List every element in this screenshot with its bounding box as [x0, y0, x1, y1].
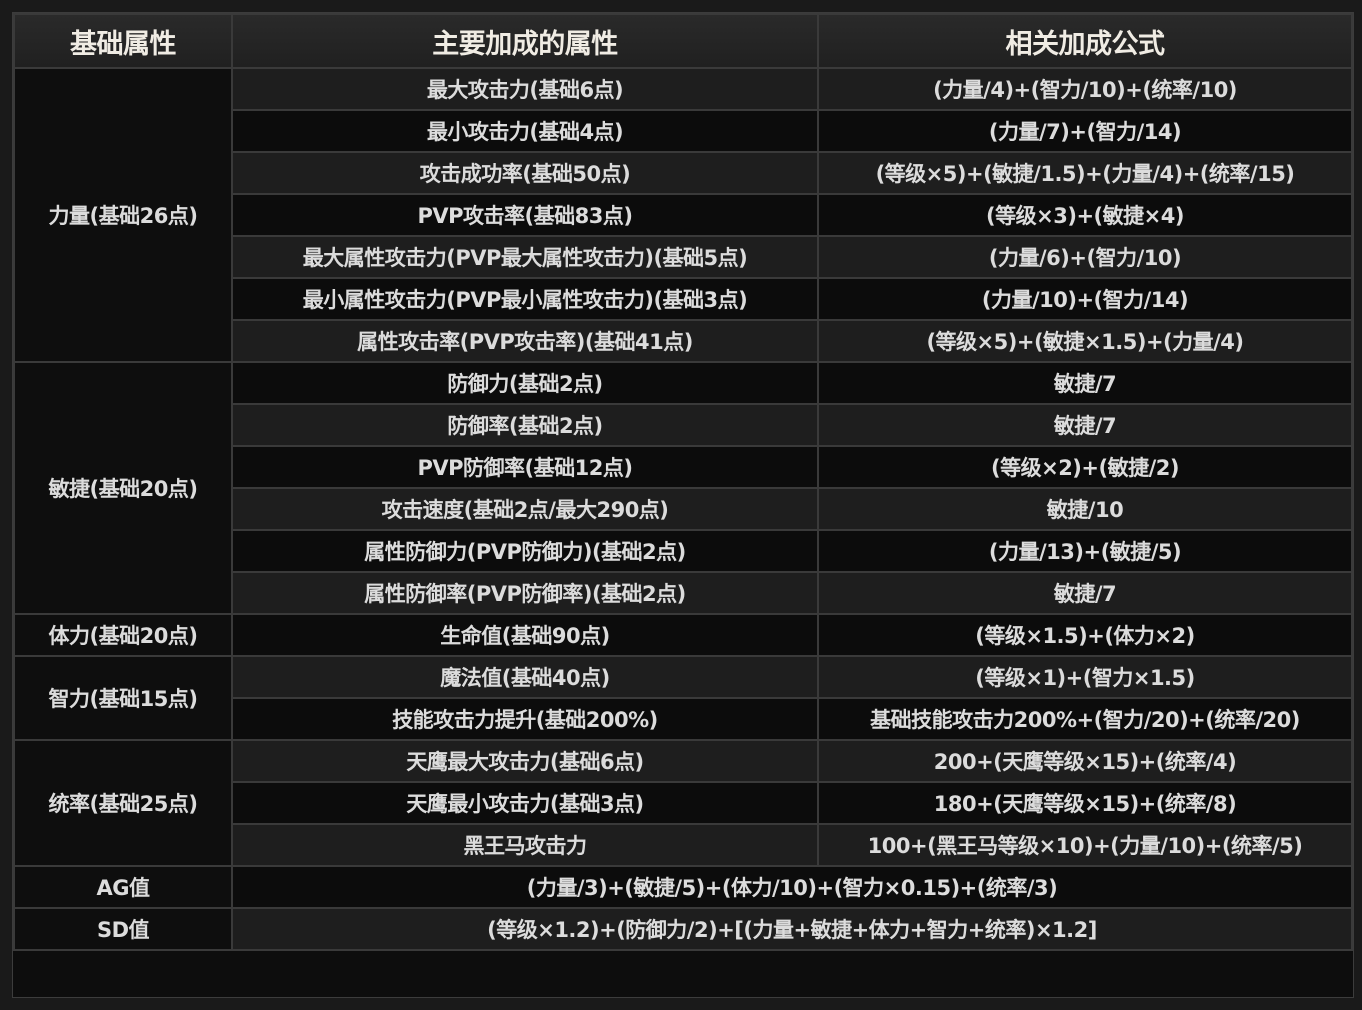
formula-cell: 180+(天鹰等级×15)+(统率/8): [817, 781, 1353, 825]
bonus-attribute-cell: 属性防御率(PVP防御率)(基础2点): [231, 571, 819, 615]
table-row: 智力(基础15点) 魔法值(基础40点) (等级×1)+(智力×1.5): [13, 655, 1353, 741]
bonus-attribute-cell: 技能攻击力提升(基础200%): [231, 697, 819, 741]
header-formula: 相关加成公式: [817, 13, 1353, 69]
table-row: 敏捷(基础20点) 防御力(基础2点) 敏捷/7: [13, 361, 1353, 615]
table-body: 力量(基础26点) 最大攻击力(基础6点) (力量/4)+(智力/10)+(统率/1…: [13, 67, 1353, 951]
bonus-attribute-cell: 攻击成功率(基础50点): [231, 151, 819, 195]
formula-cell: 敏捷/7: [817, 361, 1353, 405]
table-header-row: 基础属性 主要加成的属性 相关加成公式: [13, 13, 1353, 69]
formula-cell: (力量/10)+(智力/14): [817, 277, 1353, 321]
formula-cell: (等级×2)+(敏捷/2): [817, 445, 1353, 489]
bonus-attribute-cell: PVP防御率(基础12点): [231, 445, 819, 489]
table-row: 属性防御率(PVP防御率)(基础2点) 敏捷/7: [14, 571, 1353, 615]
table-row: AG值 (力量/3)+(敏捷/5)+(体力/10)+(智力×0.15)+(统率/3…: [13, 865, 1353, 909]
formula-cell: (等级×1.5)+(体力×2): [817, 613, 1353, 657]
bonus-attribute-cell: 防御力(基础2点): [231, 361, 819, 405]
header-bonus-attribute: 主要加成的属性: [231, 13, 819, 69]
table-row: SD值 (等级×1.2)+(防御力/2)+[(力量+敏捷+体力+智力+统率)×1.…: [13, 907, 1353, 951]
table-row: 最小攻击力(基础4点) (力量/7)+(智力/14): [14, 109, 1353, 153]
bonus-attribute-cell: 最大属性攻击力(PVP最大属性攻击力)(基础5点): [231, 235, 819, 279]
formula-cell: (力量/7)+(智力/14): [817, 109, 1353, 153]
header-base-attribute: 基础属性: [13, 13, 233, 69]
bonus-attribute-cell: 属性攻击率(PVP攻击率)(基础41点): [231, 319, 819, 363]
table-row: 体力(基础20点) 生命值(基础90点) (等级×1.5)+(体力×2): [13, 613, 1353, 657]
bonus-attribute-cell: 攻击速度(基础2点/最大290点): [231, 487, 819, 531]
table-row: 攻击成功率(基础50点) (等级×5)+(敏捷/1.5)+(力量/4)+(统率/1…: [14, 151, 1353, 195]
formula-cell: 敏捷/7: [817, 571, 1353, 615]
base-attribute-cell: SD值: [13, 907, 233, 951]
bonus-attribute-cell: 魔法值(基础40点): [231, 655, 819, 699]
table-row: 统率(基础25点) 天鹰最大攻击力(基础6点) 200+(天鹰等级×15)+(统率/…: [13, 739, 1353, 867]
formula-cell: (等级×5)+(敏捷/1.5)+(力量/4)+(统率/15): [817, 151, 1353, 195]
formula-cell: 200+(天鹰等级×15)+(统率/4): [817, 739, 1353, 783]
formula-cell: (等级×1)+(智力×1.5): [817, 655, 1353, 699]
formula-cell: (等级×3)+(敏捷×4): [817, 193, 1353, 237]
base-attribute-cell: 体力(基础20点): [13, 613, 233, 657]
formula-cell: 敏捷/7: [817, 403, 1353, 447]
base-attribute-cell: 智力(基础15点): [13, 655, 233, 741]
bonus-attribute-cell: 属性防御力(PVP防御力)(基础2点): [231, 529, 819, 573]
table-row: 最小属性攻击力(PVP最小属性攻击力)(基础3点) (力量/10)+(智力/14): [14, 277, 1353, 321]
bonus-attribute-cell: 最小属性攻击力(PVP最小属性攻击力)(基础3点): [231, 277, 819, 321]
bonus-attribute-cell: 黑王马攻击力: [231, 823, 819, 867]
table-row: 防御率(基础2点) 敏捷/7: [14, 403, 1353, 447]
stats-table-frame: 基础属性 主要加成的属性 相关加成公式 力量(基础26点) 最大攻击力(基础6点)…: [12, 12, 1354, 998]
table-row: 最大属性攻击力(PVP最大属性攻击力)(基础5点) (力量/6)+(智力/10): [14, 235, 1353, 279]
bonus-attribute-cell: 天鹰最小攻击力(基础3点): [231, 781, 819, 825]
formula-cell: (等级×5)+(敏捷×1.5)+(力量/4): [817, 319, 1353, 363]
table-row: 属性攻击率(PVP攻击率)(基础41点) (等级×5)+(敏捷×1.5)+(力量/…: [14, 319, 1353, 363]
bonus-attribute-cell: 最大攻击力(基础6点): [231, 67, 819, 111]
table-row: PVP攻击率(基础83点) (等级×3)+(敏捷×4): [14, 193, 1353, 237]
formula-cell: (力量/6)+(智力/10): [817, 235, 1353, 279]
base-attribute-cell: AG值: [13, 865, 233, 909]
base-attribute-cell: 敏捷(基础20点): [13, 361, 233, 615]
bonus-attribute-cell: PVP攻击率(基础83点): [231, 193, 819, 237]
table-row: 属性防御力(PVP防御力)(基础2点) (力量/13)+(敏捷/5): [14, 529, 1353, 573]
formula-cell: 敏捷/10: [817, 487, 1353, 531]
base-attribute-cell: 统率(基础25点): [13, 739, 233, 867]
table-row: 天鹰最小攻击力(基础3点) 180+(天鹰等级×15)+(统率/8): [14, 781, 1353, 825]
formula-cell: 基础技能攻击力200%+(智力/20)+(统率/20): [817, 697, 1353, 741]
formula-cell: 100+(黑王马等级×10)+(力量/10)+(统率/5): [817, 823, 1353, 867]
base-attribute-cell: 力量(基础26点): [13, 67, 233, 363]
attribute-bonus-table: 基础属性 主要加成的属性 相关加成公式 力量(基础26点) 最大攻击力(基础6点)…: [13, 13, 1353, 951]
bonus-attribute-cell: 防御率(基础2点): [231, 403, 819, 447]
bonus-attribute-cell: 生命值(基础90点): [231, 613, 819, 657]
table-row: 黑王马攻击力 100+(黑王马等级×10)+(力量/10)+(统率/5): [14, 823, 1353, 867]
bonus-attribute-cell: 最小攻击力(基础4点): [231, 109, 819, 153]
bonus-attribute-cell: 天鹰最大攻击力(基础6点): [231, 739, 819, 783]
formula-cell: (力量/3)+(敏捷/5)+(体力/10)+(智力×0.15)+(统率/3): [231, 865, 1353, 909]
table-row: 技能攻击力提升(基础200%) 基础技能攻击力200%+(智力/20)+(统率/2…: [14, 697, 1353, 741]
table-row: 力量(基础26点) 最大攻击力(基础6点) (力量/4)+(智力/10)+(统率/1…: [13, 67, 1353, 363]
table-row: 攻击速度(基础2点/最大290点) 敏捷/10: [14, 487, 1353, 531]
table-row: PVP防御率(基础12点) (等级×2)+(敏捷/2): [14, 445, 1353, 489]
formula-cell: (力量/13)+(敏捷/5): [817, 529, 1353, 573]
formula-cell: (力量/4)+(智力/10)+(统率/10): [817, 67, 1353, 111]
formula-cell: (等级×1.2)+(防御力/2)+[(力量+敏捷+体力+智力+统率)×1.2]: [231, 907, 1353, 951]
